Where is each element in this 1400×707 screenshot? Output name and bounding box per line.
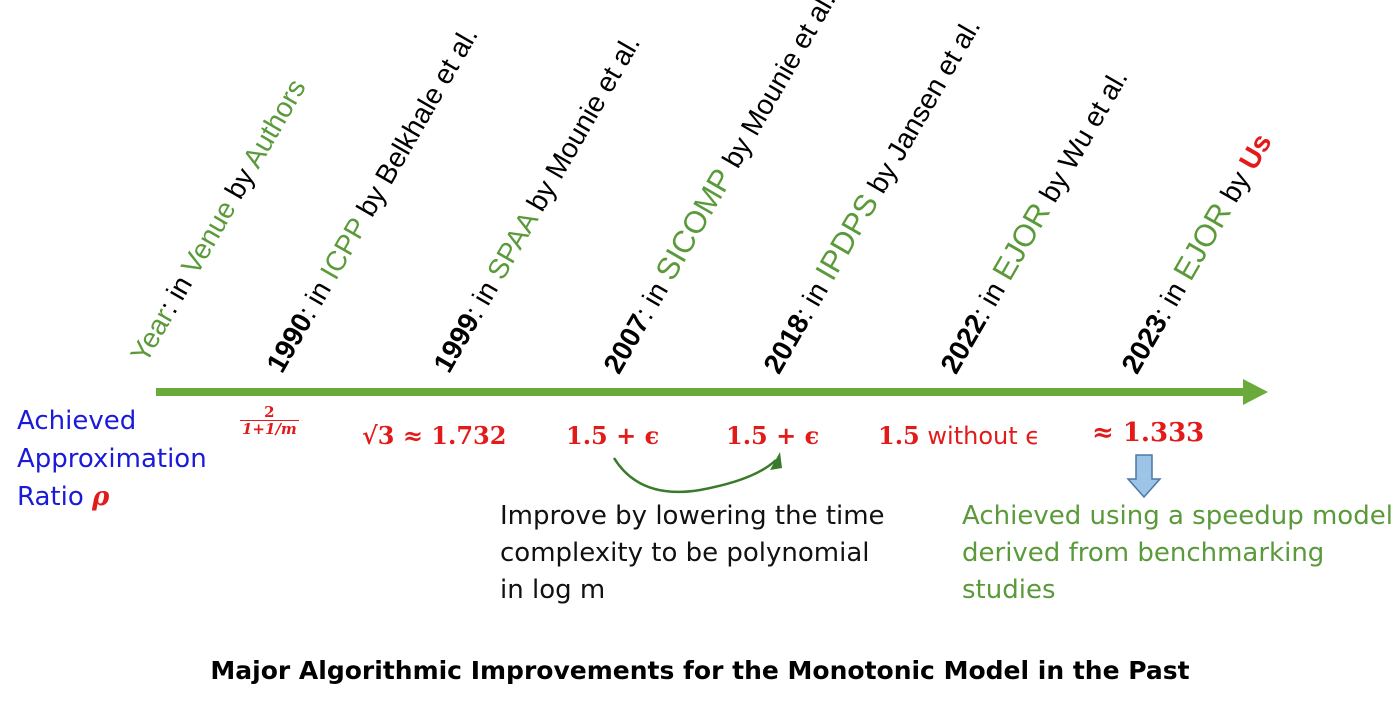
note-line: studies	[962, 575, 1056, 605]
note-line: Achieved using a speedup model	[962, 501, 1393, 531]
note-line: Improve by lowering the time	[500, 501, 885, 531]
improvement-curved-arrow	[612, 457, 777, 494]
ratio-1999: √3 ≈ 1.732	[362, 421, 507, 450]
note-line: complexity to be polynomial	[500, 538, 870, 568]
note-line: in log m	[500, 575, 606, 605]
ratio-value: 1.5	[878, 421, 920, 450]
label-line-3: Ratio	[17, 482, 84, 512]
label-line-1: Achieved	[17, 406, 137, 436]
ratio-2022: 1.5 without ϵ	[878, 421, 1041, 451]
fraction-denominator: 1+1/m	[240, 420, 299, 438]
ratio-fraction: 2 1+1/m	[240, 405, 299, 437]
ratio-2018: 1.5 + ϵ	[726, 421, 820, 450]
figure-caption: Major Algorithmic Improvements for the M…	[210, 656, 1190, 685]
fraction-numerator: 2	[264, 403, 275, 421]
timeline-arrow-head	[1243, 379, 1268, 405]
down-arrow	[1126, 454, 1162, 499]
achieved-note: Achieved using a speedup model derived f…	[962, 498, 1393, 609]
rho-symbol: ρ	[92, 482, 110, 512]
approximation-ratio-label: Achieved Approximation Ratio ρ	[17, 402, 207, 516]
ratio-text: without ϵ	[919, 422, 1041, 450]
ratio-2007: 1.5 + ϵ	[566, 421, 660, 450]
improvement-curved-arrowhead	[770, 452, 782, 470]
improve-note: Improve by lowering the time complexity …	[500, 498, 885, 609]
label-line-2: Approximation	[17, 444, 207, 474]
note-line: derived from benchmarking	[962, 538, 1325, 568]
ratio-1990: 2 1+1/m	[240, 405, 299, 437]
ratio-2023: ≈ 1.333	[1092, 418, 1205, 448]
